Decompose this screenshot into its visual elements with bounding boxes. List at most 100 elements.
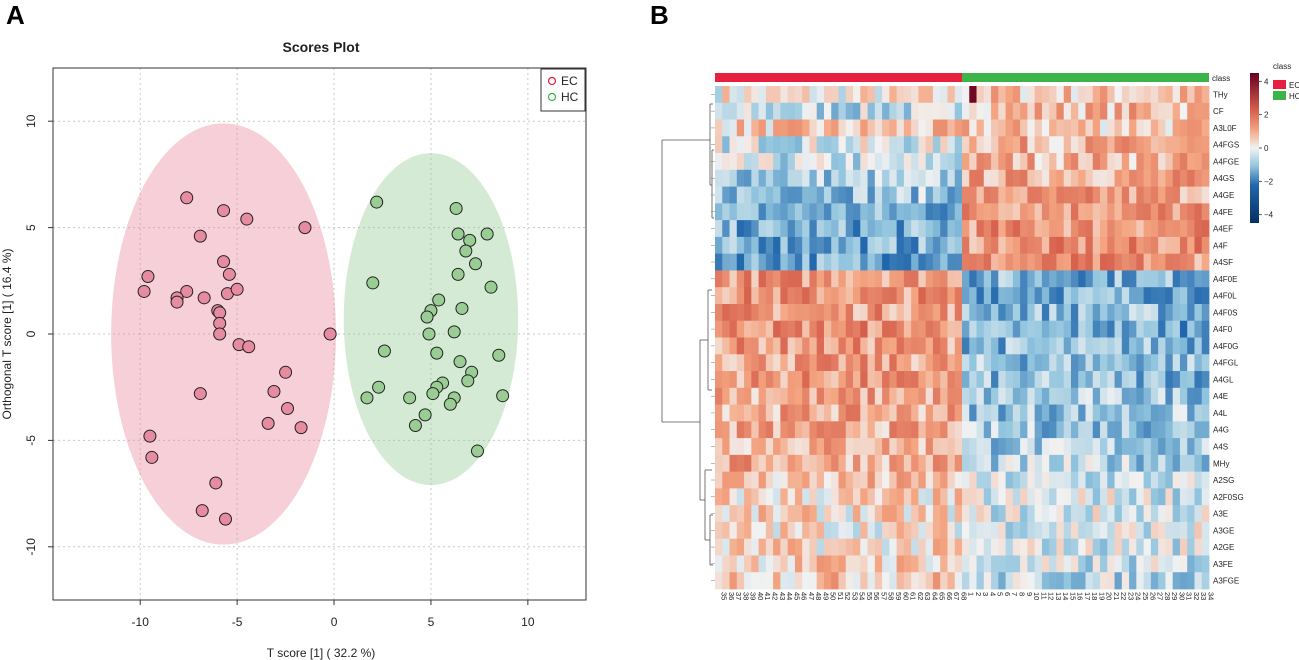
heatmap-cell — [1129, 337, 1137, 355]
heatmap-cell — [816, 270, 825, 288]
heatmap-cell — [1085, 555, 1094, 573]
heatmap-cell — [823, 354, 832, 372]
heatmap-cell — [1158, 119, 1166, 137]
heatmap-cell — [816, 538, 825, 556]
point-hc — [377, 344, 391, 358]
heatmap-cell — [976, 253, 985, 271]
heatmap-cell — [867, 488, 876, 506]
heatmap-cell — [1005, 86, 1014, 104]
heatmap-cell — [715, 169, 723, 187]
heatmap-cell — [911, 136, 919, 154]
heatmap-cell — [1172, 102, 1181, 120]
heatmap-cell — [809, 421, 818, 439]
point-hc — [447, 325, 461, 339]
column-label: 14 — [1061, 592, 1070, 600]
heatmap-cell — [1100, 119, 1108, 137]
heatmap-cell — [882, 169, 890, 187]
heatmap-cell — [722, 421, 730, 439]
heatmap-cell — [874, 102, 883, 120]
point-ec — [213, 327, 227, 341]
heatmap-cell — [751, 505, 759, 523]
heatmap-cell — [896, 354, 905, 372]
heatmap-cell — [794, 505, 803, 523]
heatmap-cell — [780, 505, 789, 523]
heatmap-cell — [715, 371, 723, 389]
heatmap-cell — [918, 86, 927, 104]
heatmap-cell — [896, 572, 905, 590]
heatmap-cell — [911, 236, 919, 255]
heatmap-cell — [1201, 505, 1210, 523]
heatmap-cell — [1136, 354, 1145, 372]
heatmap-cell — [831, 102, 839, 120]
heatmap-cell — [940, 86, 948, 104]
heatmap-cell — [954, 203, 963, 221]
heatmap-cell — [715, 404, 723, 422]
heatmap-cell — [874, 572, 883, 590]
heatmap-cell — [1034, 86, 1043, 104]
heatmap-cell — [838, 220, 847, 238]
heatmap-cell — [794, 320, 803, 338]
heatmap-cell — [903, 119, 912, 137]
heatmap-cell — [1179, 102, 1188, 120]
heatmap-cell — [889, 454, 898, 473]
row-label: A4GS — [1213, 174, 1234, 183]
heatmap-cell — [758, 421, 767, 439]
heatmap-cell — [816, 521, 825, 540]
heatmap-cell — [823, 555, 832, 573]
heatmap-cell — [845, 119, 854, 137]
heatmap-cell — [1056, 236, 1065, 255]
heatmap-cell — [1085, 337, 1094, 355]
heatmap-cell — [1187, 153, 1195, 171]
heatmap-cell — [823, 572, 832, 590]
heatmap-cell — [794, 555, 803, 573]
heatmap-cell — [816, 102, 825, 120]
heatmap-cell — [874, 220, 883, 238]
heatmap-cell — [744, 102, 752, 120]
heatmap-cell — [1136, 220, 1145, 238]
heatmap-cell — [1078, 505, 1086, 523]
heatmap-cell — [1041, 102, 1050, 120]
heatmap-cell — [1070, 387, 1079, 405]
heatmap-cell — [1020, 555, 1028, 573]
heatmap-cell — [882, 186, 890, 204]
heatmap-cell — [1092, 538, 1101, 556]
heatmap-cell — [1136, 253, 1145, 271]
heatmap-cell — [1027, 253, 1036, 271]
heatmap-cell — [816, 253, 825, 271]
heatmap-cell — [1121, 320, 1130, 338]
heatmap-cell — [729, 488, 738, 506]
heatmap-cell — [1165, 203, 1174, 221]
heatmap-cell — [998, 538, 1006, 556]
heatmap-cell — [1121, 270, 1130, 288]
heatmap-cell — [1172, 438, 1181, 456]
heatmap-cell — [983, 387, 992, 405]
point-ec — [193, 229, 207, 243]
heatmap-cell — [853, 236, 861, 255]
heatmap-cell — [853, 153, 861, 171]
heatmap-cell — [1085, 169, 1094, 187]
heatmap-cell — [874, 303, 883, 322]
heatmap-cell — [940, 354, 948, 372]
panel-label-b: B — [650, 0, 669, 30]
row-label: A3FE — [1213, 560, 1233, 569]
heatmap-cell — [838, 236, 847, 255]
heatmap-cell — [729, 505, 738, 523]
heatmap-cell — [1136, 555, 1145, 573]
heatmap-cell — [896, 471, 905, 489]
heatmap-cell — [787, 404, 796, 422]
heatmap-cell — [896, 119, 905, 137]
heatmap-cell — [1078, 371, 1086, 389]
heatmap-cell — [1121, 505, 1130, 523]
point-hc — [360, 391, 374, 405]
class-bar-label: class — [1212, 74, 1230, 83]
heatmap-cell — [744, 287, 752, 305]
heatmap-cell — [722, 86, 730, 104]
heatmap-cell — [765, 253, 774, 271]
heatmap-cell — [1005, 270, 1014, 288]
heatmap-cell — [954, 86, 963, 104]
panel-label-a: A — [6, 0, 25, 30]
heatmap-cell — [773, 203, 781, 221]
heatmap-cell — [991, 354, 999, 372]
point-ec — [217, 204, 231, 218]
column-label: 50 — [829, 592, 838, 600]
